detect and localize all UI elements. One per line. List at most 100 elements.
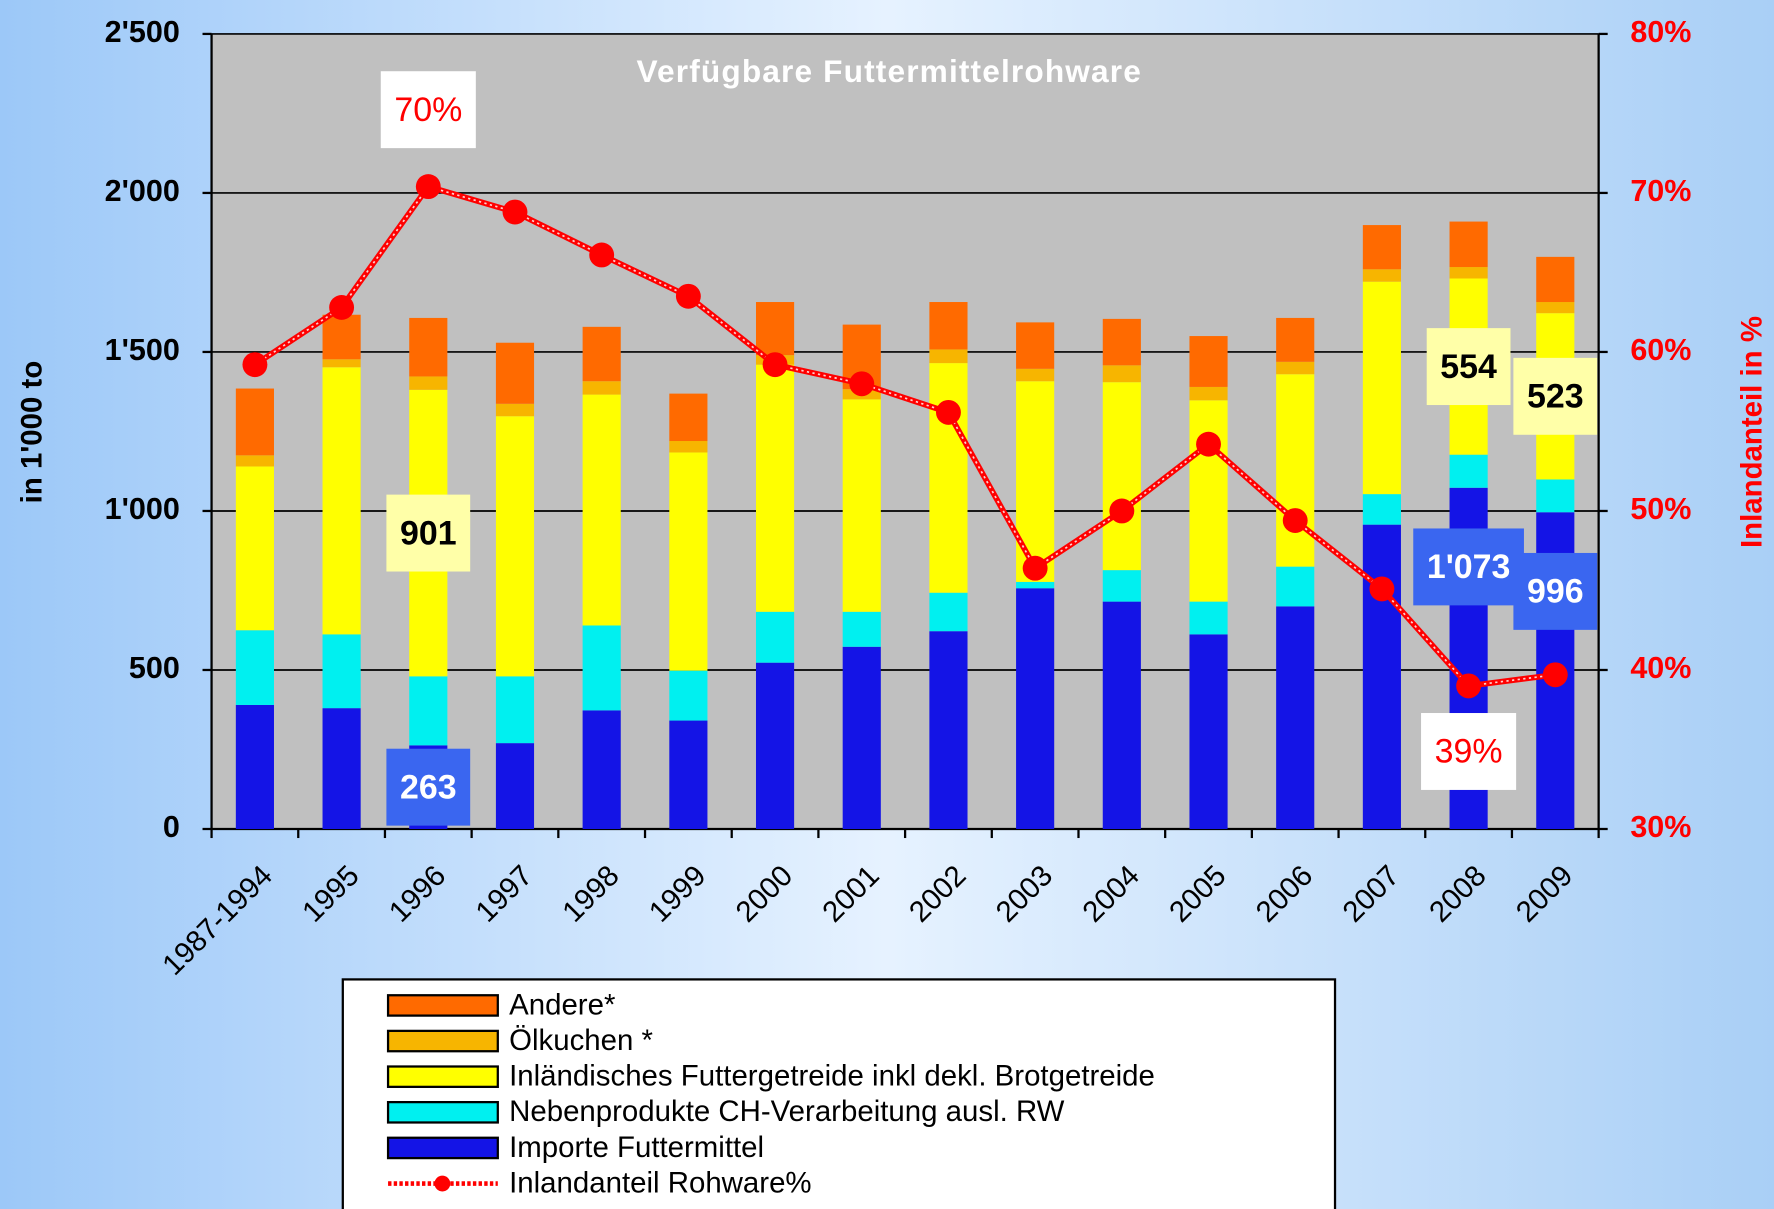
bar-segment: [582, 381, 621, 395]
bar-segment: [1276, 374, 1315, 567]
line-marker: [675, 283, 701, 309]
bar-segment: [1536, 256, 1575, 303]
bar-segment: [1449, 221, 1488, 268]
legend-swatch: [386, 1065, 499, 1088]
data-label-box: [1421, 713, 1517, 790]
x-tick-label: 1995: [296, 859, 366, 929]
legend-label: Importe Futtermittel: [509, 1131, 764, 1164]
bar-segment: [1016, 381, 1055, 582]
x-tick-label: 2001: [816, 859, 886, 929]
legend-label: Inländisches Futtergetreide inkl dekl. B…: [509, 1060, 1155, 1093]
y-tick-label: 500: [129, 651, 180, 685]
y-axis-label: in 1'000 to: [16, 361, 49, 504]
bar-segment: [1016, 322, 1055, 369]
bar-segment: [495, 342, 535, 404]
bar-segment: [1189, 634, 1228, 829]
bar-segment: [929, 349, 968, 364]
x-tick-label: 2003: [990, 859, 1060, 929]
data-label-box: [1513, 357, 1598, 435]
bar-segment: [1362, 225, 1401, 270]
bar-segment: [1102, 601, 1141, 829]
bar-segment: [755, 364, 795, 612]
bar-segment: [929, 302, 968, 350]
line-marker: [1282, 508, 1308, 533]
x-tick-label: 2002: [903, 859, 973, 929]
y2-tick-label: 60%: [1630, 333, 1691, 367]
bar-segment: [322, 359, 361, 368]
bar-segment: [1362, 494, 1401, 525]
bar-segment: [322, 634, 361, 709]
bar-segment: [322, 367, 361, 635]
bar-segment: [669, 441, 708, 453]
bar-segment: [1449, 454, 1488, 488]
x-tick-label: 2009: [1510, 859, 1580, 929]
data-label: 554: [1426, 328, 1511, 406]
legend-label: Nebenprodukte CH-Verarbeitung ausl. RW: [509, 1095, 1065, 1128]
line-marker: [936, 399, 961, 425]
legend-label: Inlandanteil Rohware%: [509, 1166, 811, 1199]
bar-segment: [1189, 400, 1228, 602]
x-tick-label: 2004: [1076, 859, 1146, 929]
y2-tick-label: 30%: [1630, 810, 1691, 844]
bar-segment: [322, 708, 361, 829]
bar-segment: [1276, 566, 1315, 607]
y2-tick-label: 40%: [1630, 651, 1691, 685]
y2-tick-label: 80%: [1630, 15, 1691, 49]
bar-segment: [582, 625, 621, 711]
bar-segment: [322, 314, 361, 360]
bar-segment: [842, 611, 881, 647]
data-label-text: 996: [1527, 573, 1584, 611]
line-marker: [1456, 673, 1482, 699]
y-tick-label: 1'500: [105, 333, 180, 367]
y2-tick-label: 70%: [1630, 174, 1691, 208]
x-tick-label: 1998: [556, 859, 626, 929]
x-tick-label: 2008: [1423, 859, 1493, 929]
bar-segment: [1102, 365, 1141, 383]
line-marker: [849, 371, 875, 397]
bar-segment: [669, 393, 708, 442]
line-marker: [1196, 431, 1221, 457]
bar-segment: [842, 399, 881, 612]
bar-segment: [235, 455, 274, 467]
bar-segment: [1189, 601, 1228, 635]
bar-segment: [1102, 318, 1141, 366]
bar-segment: [495, 416, 535, 677]
bar-segment: [669, 670, 708, 721]
data-label-text: 70%: [394, 91, 462, 129]
bar-segment: [495, 676, 535, 744]
bar-segment: [235, 388, 274, 456]
x-tick-label: 1996: [383, 859, 453, 929]
line-dots: [254, 185, 1556, 687]
bar-segment: [842, 646, 881, 829]
bar-segment: [1102, 570, 1141, 602]
bar-segment: [495, 403, 535, 417]
bar-segment: [1536, 479, 1575, 513]
bar-segment: [1016, 581, 1055, 589]
bar-segment: [409, 376, 448, 390]
x-tick-label: 2005: [1163, 859, 1233, 929]
data-label: 1'073: [1413, 528, 1524, 606]
data-label-box: [386, 748, 471, 826]
data-label: 70%: [380, 71, 476, 149]
x-tick-label: 1997: [469, 859, 539, 929]
bar-segment: [669, 720, 708, 829]
legend-label: Andere*: [509, 988, 615, 1021]
line-marker: [329, 294, 355, 320]
bar-segment: [582, 710, 621, 829]
x-tick-label: 1999: [643, 859, 713, 929]
bar-segment: [235, 704, 274, 829]
x-tick-label: 2007: [1336, 859, 1406, 929]
legend-swatch: [386, 994, 499, 1017]
data-label: 263: [386, 748, 471, 826]
data-label-box: [1513, 552, 1598, 630]
data-label: 996: [1513, 552, 1598, 630]
bar-segment: [1016, 368, 1055, 382]
bar-segment: [495, 743, 535, 829]
bar-segment: [1102, 382, 1141, 571]
bar-segment: [582, 326, 621, 382]
data-label-box: [380, 71, 476, 149]
line-marker: [242, 352, 268, 378]
bar-segment: [755, 611, 795, 663]
